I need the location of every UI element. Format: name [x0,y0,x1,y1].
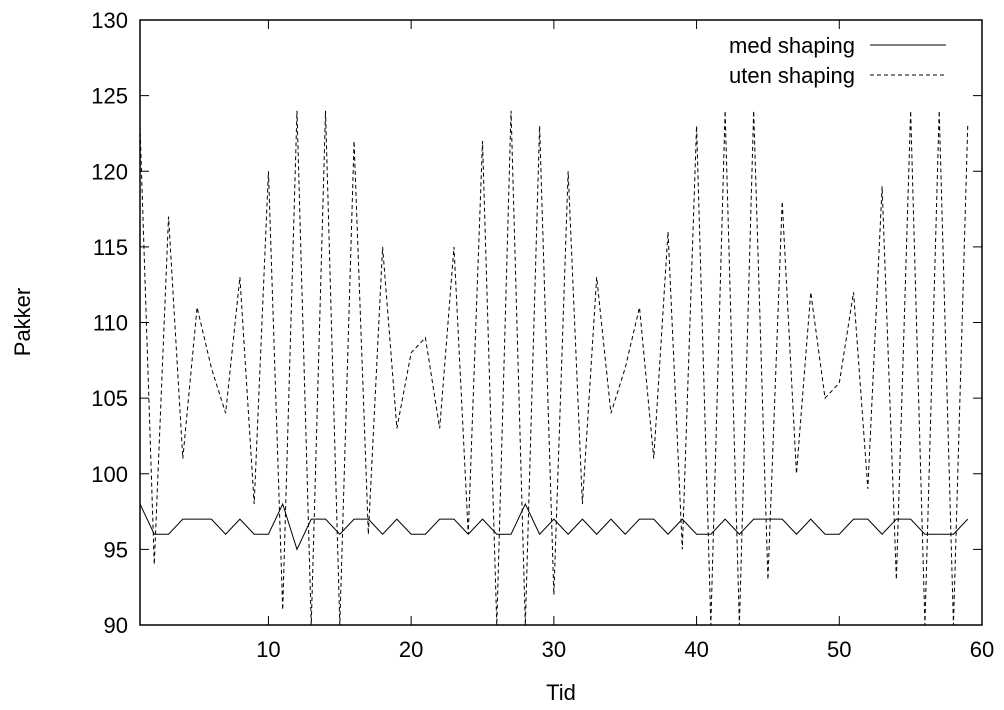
y-tick-label: 115 [93,235,128,260]
legend-label: uten shaping [729,63,855,88]
series-layer [140,110,969,625]
y-axis-title: Pakker [10,288,35,356]
x-tick-label: 40 [684,637,708,662]
y-tick-label: 110 [93,311,128,336]
y-tick-label: 100 [91,462,128,487]
x-axis-title: Tid [546,680,576,705]
legend-label: med shaping [729,33,855,58]
series-line-2 [140,110,969,625]
x-tick-label: 50 [827,637,851,662]
x-axis: 10 20 30 40 50 60 [256,20,994,662]
x-tick-label: 30 [542,637,566,662]
y-tick-label: 95 [104,537,128,562]
y-tick-label: 120 [91,159,128,184]
y-tick-label: 90 [104,613,128,638]
x-tick-label: 60 [970,637,994,662]
x-tick-label: 10 [256,637,280,662]
legend: med shaping uten shaping [729,33,946,88]
y-tick-label: 125 [91,84,128,109]
y-tick-label: 105 [91,386,128,411]
series-line-1 [140,502,969,551]
y-tick-label: 130 [91,8,128,33]
x-tick-label: 20 [399,637,423,662]
y-axis: 90 95 100 105 110 115 120 125 130 [91,8,982,638]
